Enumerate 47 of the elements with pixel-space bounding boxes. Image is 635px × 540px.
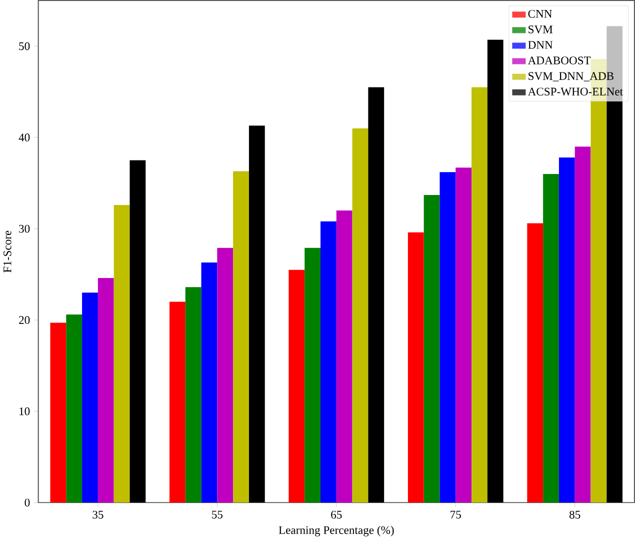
y-tick-label: 20 [19,316,30,324]
bar [98,278,114,503]
bar [440,172,456,503]
legend-label: SVM [528,26,553,34]
legend-label: SVM_DNN_ADB [528,72,614,82]
y-tick-label: 30 [19,224,30,233]
x-tick-label: 65 [331,510,342,519]
bar [217,248,234,503]
bar [248,126,265,503]
bar [288,270,305,503]
x-tick-label: 35 [92,510,104,519]
bar [130,160,146,503]
bar [574,146,591,503]
bar [424,195,440,503]
bar [456,168,472,503]
bar [472,87,488,503]
legend-label: DNN [528,41,553,49]
bar [527,223,544,503]
bar [233,171,249,503]
bar [304,248,320,503]
bar [169,302,186,503]
bar [543,174,559,503]
bar [558,158,575,503]
bar [368,87,384,503]
x-tick-label: 85 [570,510,580,519]
y-axis-title: F1-Score [4,230,12,273]
bar [336,210,352,503]
y-tick-label: 10 [20,407,30,416]
bar [201,262,218,503]
bar [487,40,504,503]
y-tick-label: 40 [18,134,30,142]
y-tick-label: 50 [19,42,30,50]
bar [320,221,336,503]
legend-label: ADABOOST [528,56,591,64]
bar [408,232,424,503]
bar [66,314,82,503]
legend-label: ACSP-WHO-ELNet [528,88,623,96]
x-tick-label: 75 [450,510,461,519]
legend-label: CNN [528,10,552,18]
x-axis-title: Learning Percentage (%) [278,526,394,536]
bar [352,128,368,503]
bar [50,322,66,503]
x-tick-label: 55 [212,510,223,519]
bar [185,287,202,503]
y-tick-label: 0 [24,498,30,507]
bar [114,205,130,503]
bar [82,292,98,503]
